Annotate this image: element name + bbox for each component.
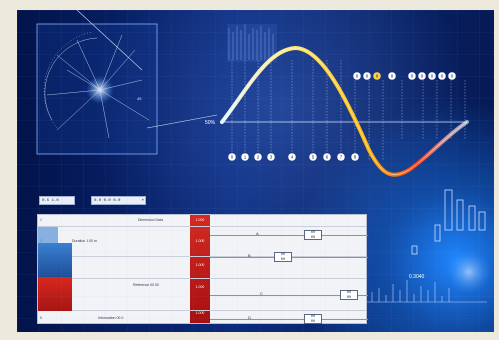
red-value-5: 1.000 (195, 311, 205, 315)
bottom-circle-label: 4 (291, 155, 294, 160)
value-box[interactable]: 00 00 (304, 314, 322, 324)
red-value-4: 1.000 (195, 285, 205, 289)
bottom-circle-label: 5 (312, 155, 315, 160)
mid-letter: A (256, 231, 259, 236)
top-circle-1: 0 (362, 71, 372, 81)
radial-panel: 45 (36, 10, 218, 155)
control-box-1[interactable]: 0.5 1.0 (39, 196, 75, 205)
bottom-circle-label: 3 (270, 155, 273, 160)
right-bars (411, 189, 486, 255)
row-tag: 1 (40, 218, 42, 222)
value-box[interactable]: 00 00 (304, 230, 322, 240)
control-box-1-label: 0.5 1.0 (42, 199, 59, 203)
value-box-bottom: 00 (280, 258, 286, 262)
value-box-top: 00 (280, 253, 286, 257)
row-label: Dimension Data (138, 218, 163, 222)
red-value-1: 1.000 (195, 218, 205, 222)
value-box[interactable]: 00 00 (340, 290, 358, 300)
value-box-top: 00 (310, 231, 316, 235)
top-circle-4: 0 (407, 71, 417, 81)
bottom-circle-2: 2 (253, 152, 263, 162)
wave-level-label: 50% (205, 120, 216, 126)
table-row: 3 (38, 257, 366, 279)
top-circle-row (357, 72, 477, 82)
top-circle-5: 0 (417, 71, 427, 81)
control-box-2[interactable]: 0.0 0.0 0.0 ▾ (91, 196, 146, 205)
connector-line (210, 319, 368, 320)
top-circle-7: 0 (437, 71, 447, 81)
bottom-ticks (367, 280, 487, 303)
data-table: 1.000 1.000 1.000 1.000 1.000 1 Dimensio… (37, 214, 368, 325)
graphics-layer: 45 50% (36, 10, 491, 303)
red-value-3: 1.000 (195, 263, 205, 267)
top-circle-label: 0 (421, 74, 424, 79)
top-circle-label: 0 (356, 74, 359, 79)
value-box-bottom: 00 (346, 296, 352, 300)
control-box-2-label: 0.0 0.0 0.0 (94, 199, 121, 203)
bottom-circle-label: 0 (231, 155, 234, 160)
red-bar (38, 277, 72, 311)
top-circle-0: 0 (352, 71, 362, 81)
mid-letter: B (248, 253, 251, 258)
screen-frame: 45 50% (17, 10, 494, 332)
top-circle-8: 0 (447, 71, 457, 81)
row-label: Duration 1.00 m (72, 239, 97, 243)
value-box-top: 00 (310, 315, 316, 319)
bottom-circle-7: 7 (336, 152, 346, 162)
bottom-circle-1: 1 (240, 152, 250, 162)
red-value-2: 1.000 (195, 239, 205, 243)
row-label: Information 00.0 (98, 316, 124, 320)
top-circle-label: 0 (366, 74, 369, 79)
bottom-circle-label: 8 (354, 155, 357, 160)
value-box[interactable]: 00 00 (274, 252, 292, 262)
row-tag: 5 (40, 316, 42, 320)
bottom-circle-label: 6 (326, 155, 329, 160)
value-box-bottom: 00 (310, 320, 316, 324)
table-row: 5 Information 00.0 (38, 311, 366, 325)
top-circle-label: 0 (431, 74, 434, 79)
mid-letter: D (248, 315, 251, 320)
blue-bar-light (38, 227, 58, 243)
top-circle-2: 0 (372, 71, 382, 81)
mid-letter: C (260, 291, 263, 296)
bottom-circle-label: 2 (257, 155, 260, 160)
bottom-circle-8: 8 (350, 152, 360, 162)
connector-line (210, 295, 368, 296)
bottom-circle-0: 0 (227, 152, 237, 162)
top-circle-label: 0 (441, 74, 444, 79)
svg-text:45: 45 (137, 96, 142, 101)
connector-line (210, 235, 368, 236)
red-column: 1.000 1.000 1.000 1.000 1.000 (190, 215, 210, 323)
table-row: 1 Dimension Data (38, 215, 366, 227)
value-box-bottom: 00 (310, 236, 316, 240)
top-circle-label: 0 (411, 74, 414, 79)
bottom-circle-label: 1 (244, 155, 247, 160)
top-circle-label: 0 (451, 74, 454, 79)
bottom-circle-5: 5 (308, 152, 318, 162)
top-circle-label: 0 (391, 74, 394, 79)
data-matrix (227, 24, 277, 62)
bottom-circle-label: 7 (340, 155, 343, 160)
blue-bar (38, 243, 72, 277)
value-box-top: 00 (346, 291, 352, 295)
bottom-circle-4: 4 (287, 152, 297, 162)
chevron-down-icon[interactable]: ▾ (141, 199, 144, 203)
row-label: Reference 00.00 (133, 283, 159, 287)
bottom-circle-3: 3 (266, 152, 276, 162)
top-circle-6: 0 (427, 71, 437, 81)
right-value: 0.3040 (409, 274, 425, 280)
top-circle-label: 0 (376, 74, 379, 79)
bottom-circle-6: 6 (322, 152, 332, 162)
top-circle-3: 0 (387, 71, 397, 81)
